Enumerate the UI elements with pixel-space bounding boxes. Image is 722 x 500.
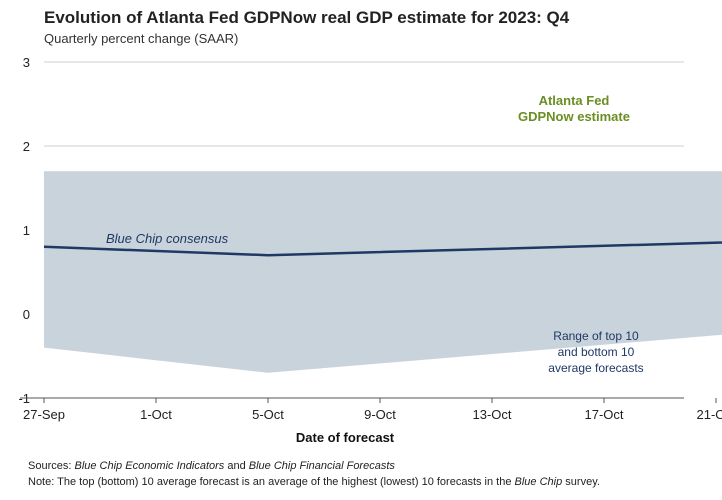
x-tick-label-17-Oct: 17-Oct xyxy=(584,407,623,422)
range-label-line3: average forecasts xyxy=(548,361,643,375)
x-tick-label-27-Sep: 27-Sep xyxy=(23,407,65,422)
y-tick-label-1: 1 xyxy=(23,223,30,238)
sources-label: Sources: xyxy=(28,460,72,472)
footer-sources: Sources: Blue Chip Economic Indicators a… xyxy=(28,460,395,472)
chart-title: Evolution of Atlanta Fed GDPNow real GDP… xyxy=(44,8,570,27)
range-band-group xyxy=(44,171,722,373)
consensus-label: Blue Chip consensus xyxy=(106,231,229,246)
sources-and: and xyxy=(227,460,246,472)
x-axis-label: Date of forecast xyxy=(296,430,395,445)
x-tick-label-21-Oct: 21-Oct xyxy=(696,407,722,422)
range-label-line2: and bottom 10 xyxy=(558,345,635,359)
gdpnow-label-line2: GDPNow estimate xyxy=(518,109,630,124)
y-tick-label-3: 3 xyxy=(23,55,30,70)
note-text-b: survey. xyxy=(565,476,600,488)
series-line-0 xyxy=(43,241,722,257)
x-tick-label-5-Oct: 5-Oct xyxy=(252,407,284,422)
gdpnow-label-line1: Atlanta Fed xyxy=(539,93,610,108)
series-lines xyxy=(43,241,722,257)
note-text-em: Blue Chip xyxy=(514,476,563,488)
footer-note: Note: The top (bottom) 10 average foreca… xyxy=(28,476,600,488)
sources-pub1: Blue Chip Economic Indicators xyxy=(74,460,225,472)
range-band xyxy=(44,171,722,373)
y-tick-label-2: 2 xyxy=(23,139,30,154)
x-tick-label-9-Oct: 9-Oct xyxy=(364,407,396,422)
note-label: Note: xyxy=(28,476,55,488)
x-tick-label-1-Oct: 1-Oct xyxy=(140,407,172,422)
x-ticks: 27-Sep1-Oct5-Oct9-Oct13-Oct17-Oct21-Oct2… xyxy=(20,397,722,422)
sources-pub2: Blue Chip Financial Forecasts xyxy=(248,460,395,472)
annotations: Blue Chip consensus Atlanta Fed GDPNow e… xyxy=(106,93,644,375)
note-text-a: The top (bottom) 10 average forecast is … xyxy=(57,476,512,488)
range-label-line1: Range of top 10 xyxy=(553,329,639,343)
x-tick-label-13-Oct: 13-Oct xyxy=(472,407,511,422)
chart-subtitle: Quarterly percent change (SAAR) xyxy=(44,31,239,46)
y-tick-label-0: 0 xyxy=(23,307,30,322)
